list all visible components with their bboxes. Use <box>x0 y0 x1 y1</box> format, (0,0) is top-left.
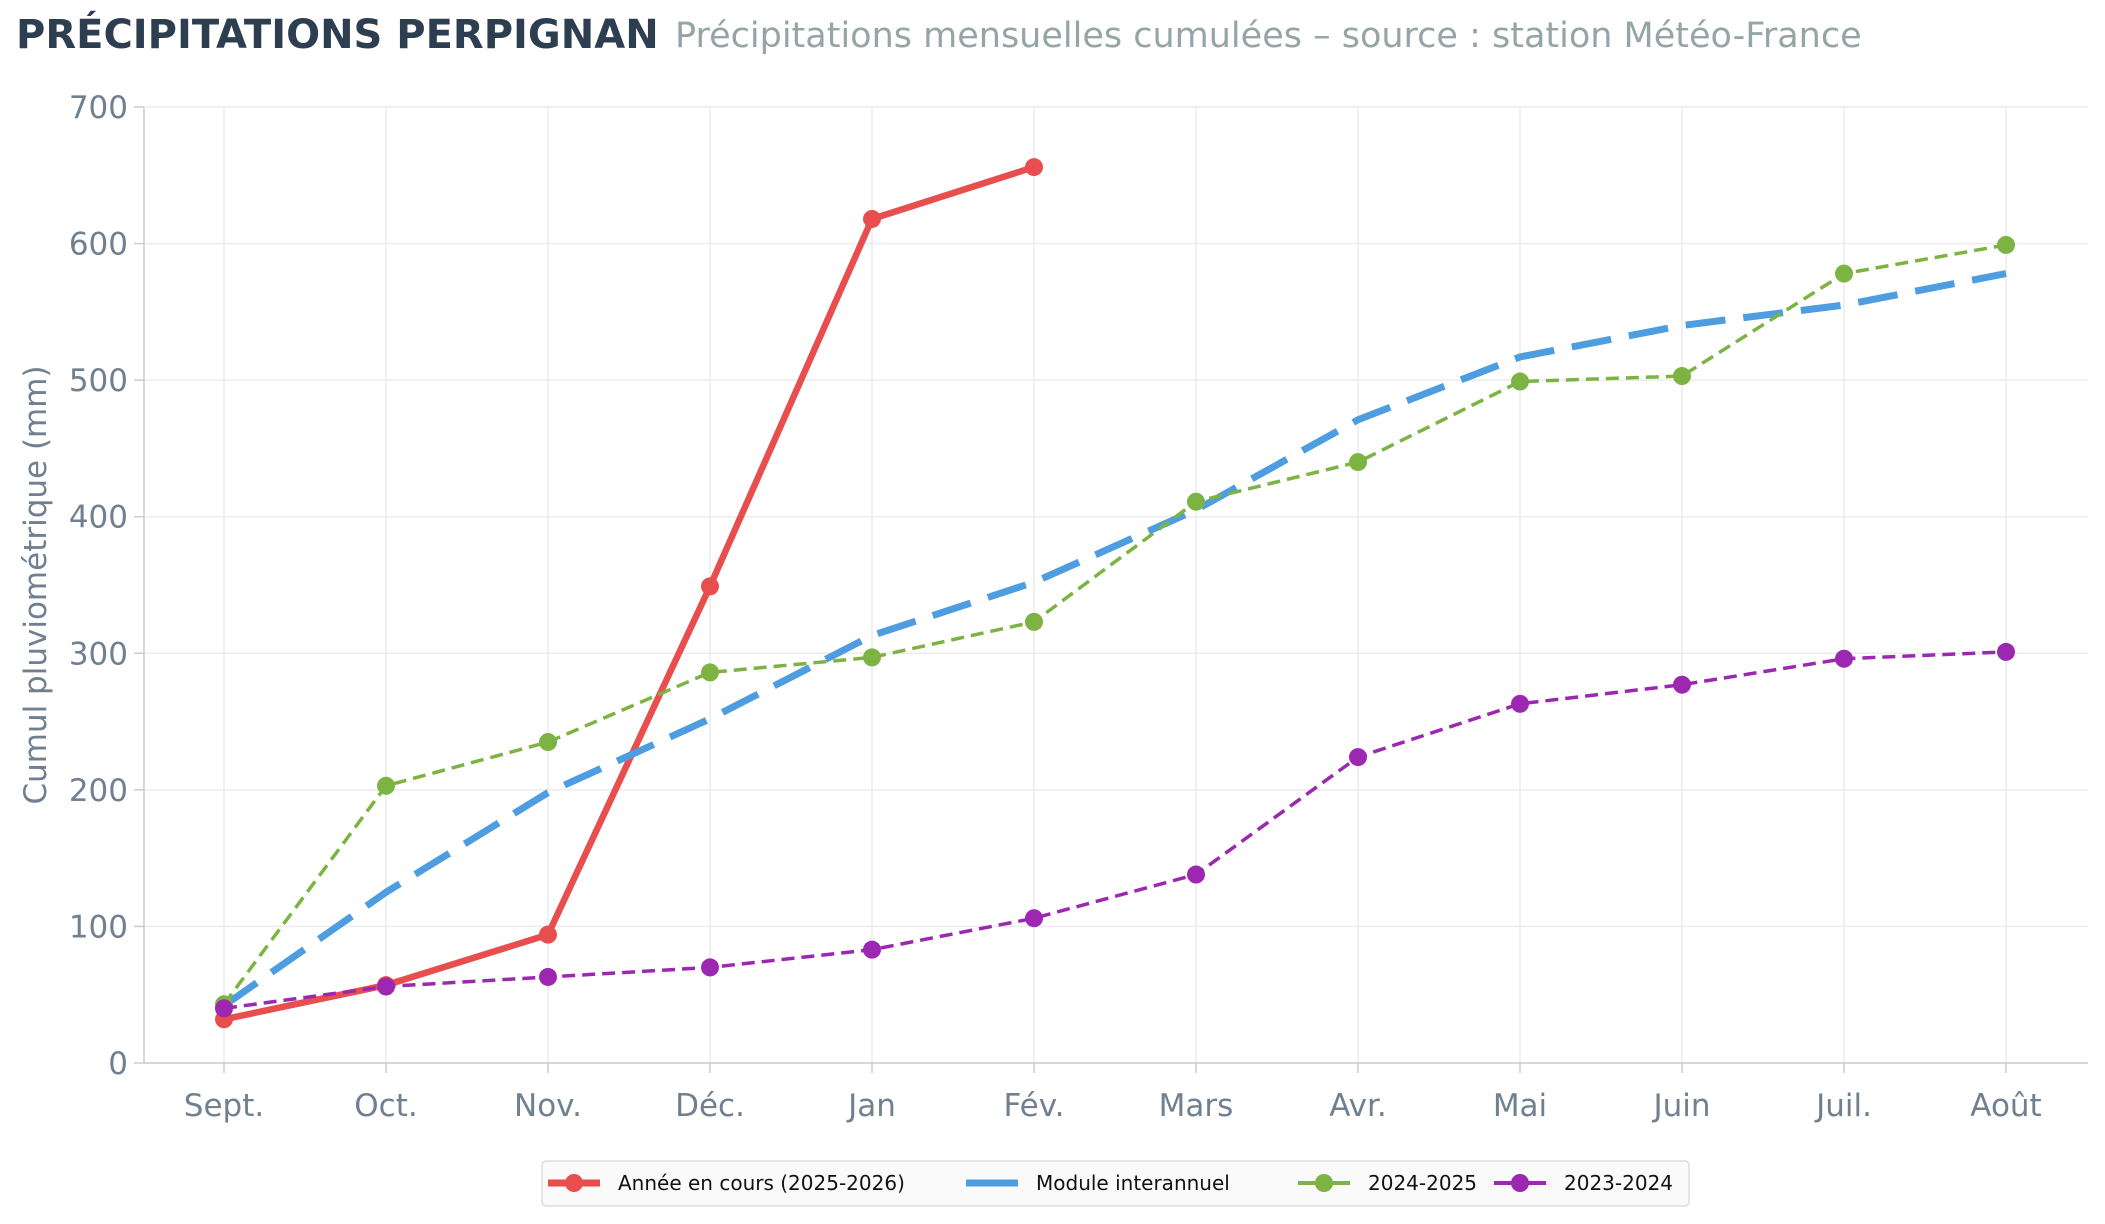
y-axis-label: Cumul pluviométrique (mm) <box>18 365 54 804</box>
data-point <box>1349 748 1367 767</box>
y-tick-label: 400 <box>69 500 128 536</box>
legend-marker <box>565 1174 583 1192</box>
legend-label: 2024-2025 <box>1368 1171 1477 1195</box>
y-tick-label: 600 <box>69 227 128 263</box>
data-point <box>1511 694 1529 713</box>
chart-subtitle: Précipitations mensuelles cumulées – sou… <box>675 16 1862 56</box>
legend-item: Année en cours (2025-2026) <box>548 1171 905 1195</box>
series-3 <box>215 642 2015 1018</box>
data-point <box>1187 492 1205 511</box>
data-point <box>1997 642 2015 661</box>
data-point <box>701 577 719 596</box>
data-point <box>1835 649 1853 668</box>
y-tick-label: 700 <box>69 90 128 126</box>
legend-label: Année en cours (2025-2026) <box>618 1171 905 1195</box>
y-tick-label: 0 <box>108 1046 128 1082</box>
grid <box>144 106 2088 1064</box>
data-point <box>1187 865 1205 884</box>
data-point <box>539 967 557 986</box>
data-point <box>701 958 719 977</box>
data-point <box>1025 158 1043 177</box>
legend-item: 2024-2025 <box>1298 1171 1477 1195</box>
x-tick-label: Jan <box>846 1088 896 1124</box>
series-2 <box>215 235 2015 1014</box>
series-line <box>223 163 1035 1023</box>
data-point <box>701 663 719 682</box>
legend-label: 2023-2024 <box>1564 1171 1673 1195</box>
data-point <box>1673 367 1691 386</box>
data-point <box>1511 372 1529 391</box>
data-point <box>1025 909 1043 928</box>
series-1 <box>221 270 2007 1009</box>
series-line <box>223 650 2007 1011</box>
series-line <box>221 270 2007 1009</box>
data-point <box>539 733 557 752</box>
x-tick-label: Oct. <box>354 1088 417 1124</box>
data-point <box>863 648 881 667</box>
legend-label: Module interannuel <box>1036 1171 1230 1195</box>
legend-item: 2023-2024 <box>1494 1171 1673 1195</box>
data-point <box>377 776 395 795</box>
series-line <box>222 243 2007 1006</box>
x-tick-label: Août <box>1970 1088 2041 1124</box>
legend: Année en cours (2025-2026) Module interan… <box>541 1160 1690 1207</box>
x-tick-label: Avr. <box>1329 1088 1387 1124</box>
x-tick-label: Juin <box>1651 1088 1710 1124</box>
legend-box <box>541 1160 1690 1207</box>
x-tick-label: Nov. <box>514 1088 582 1124</box>
data-point <box>1997 235 2015 254</box>
x-tick-label: Fév. <box>1003 1088 1064 1124</box>
data-point <box>1349 453 1367 472</box>
x-tick-label: Déc. <box>675 1088 745 1124</box>
series-0 <box>215 158 1043 1029</box>
y-tick-label: 100 <box>69 909 128 945</box>
data-point <box>377 977 395 996</box>
data-point <box>863 940 881 959</box>
data-point <box>1673 675 1691 694</box>
x-tick-label: Sept. <box>184 1088 264 1124</box>
data-point <box>1835 264 1853 283</box>
data-point <box>539 925 557 944</box>
legend-item: Module interannuel <box>966 1171 1230 1195</box>
chart-title: PRÉCIPITATIONS PERPIGNAN <box>16 10 659 58</box>
axes: 0 100 200 300 400 500 600 700 Sept. Oct. Nov. Déc. J… <box>69 90 2088 1124</box>
x-tick-label: Mars <box>1159 1088 1234 1124</box>
data-point <box>1025 612 1043 631</box>
data-point <box>215 999 233 1018</box>
data-point <box>863 209 881 228</box>
y-tick-label: 500 <box>69 363 128 399</box>
series-group <box>215 158 2015 1029</box>
y-tick-label: 200 <box>69 773 128 809</box>
x-tick-label: Juil. <box>1814 1088 1872 1124</box>
legend-marker <box>1511 1174 1529 1192</box>
x-tick-label: Mai <box>1493 1088 1547 1124</box>
legend-marker <box>1315 1174 1333 1192</box>
y-tick-label: 300 <box>69 636 128 672</box>
